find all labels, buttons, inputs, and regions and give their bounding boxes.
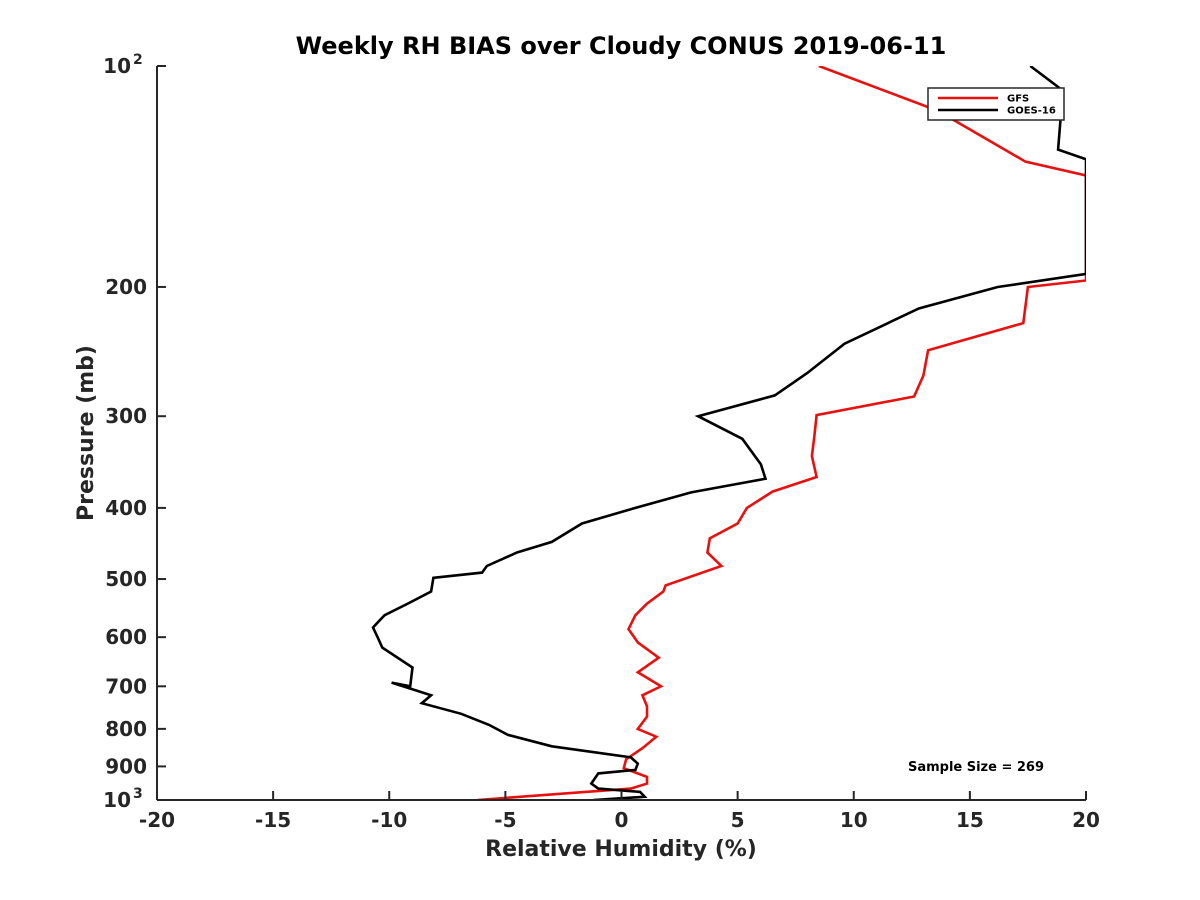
y-tick-label: 500 bbox=[105, 567, 147, 591]
chart-title: Weekly RH BIAS over Cloudy CONUS 2019-06… bbox=[296, 32, 947, 60]
series-layer bbox=[371, 66, 1086, 800]
y-axis-label: Pressure (mb) bbox=[74, 345, 99, 521]
x-tick-label: 10 bbox=[840, 808, 868, 832]
legend-label-goes16: GOES-16 bbox=[1007, 106, 1056, 117]
y-tick-label: 600 bbox=[105, 625, 147, 649]
y-tick-label: 300 bbox=[105, 404, 147, 428]
y-tick-label: 800 bbox=[105, 717, 147, 741]
x-tick-label: 5 bbox=[731, 808, 745, 832]
y-tick-label: 10 bbox=[103, 54, 131, 78]
x-tick-label: -10 bbox=[371, 808, 407, 832]
y-tick-label: 700 bbox=[105, 674, 147, 698]
y-tick-exponent: 2 bbox=[133, 52, 143, 68]
legend-label-gfs: GFS bbox=[1007, 94, 1029, 105]
x-tick-label: -20 bbox=[139, 808, 175, 832]
y-tick-exponent: 3 bbox=[133, 786, 143, 802]
x-axis-label: Relative Humidity (%) bbox=[485, 837, 757, 862]
series-line-goes16 bbox=[371, 66, 1086, 800]
x-tick-label: 0 bbox=[615, 808, 629, 832]
y-tick-label: 200 bbox=[105, 275, 147, 299]
x-axis-ticks: -20 -15 -10 -5 0 5 10 15 20 bbox=[139, 791, 1100, 832]
x-tick-label: -5 bbox=[494, 808, 516, 832]
x-tick-label: 20 bbox=[1072, 808, 1100, 832]
series-line-gfs bbox=[477, 66, 1086, 800]
x-tick-label: -15 bbox=[255, 808, 291, 832]
y-tick-label: 900 bbox=[105, 754, 147, 778]
x-tick-label: 15 bbox=[956, 808, 984, 832]
legend-box bbox=[927, 87, 1065, 121]
legend: GFS GOES-16 bbox=[927, 87, 1065, 121]
y-tick-label: 10 bbox=[103, 788, 131, 812]
y-tick-label: 400 bbox=[105, 496, 147, 520]
sample-size-annotation: Sample Size = 269 bbox=[908, 760, 1044, 775]
